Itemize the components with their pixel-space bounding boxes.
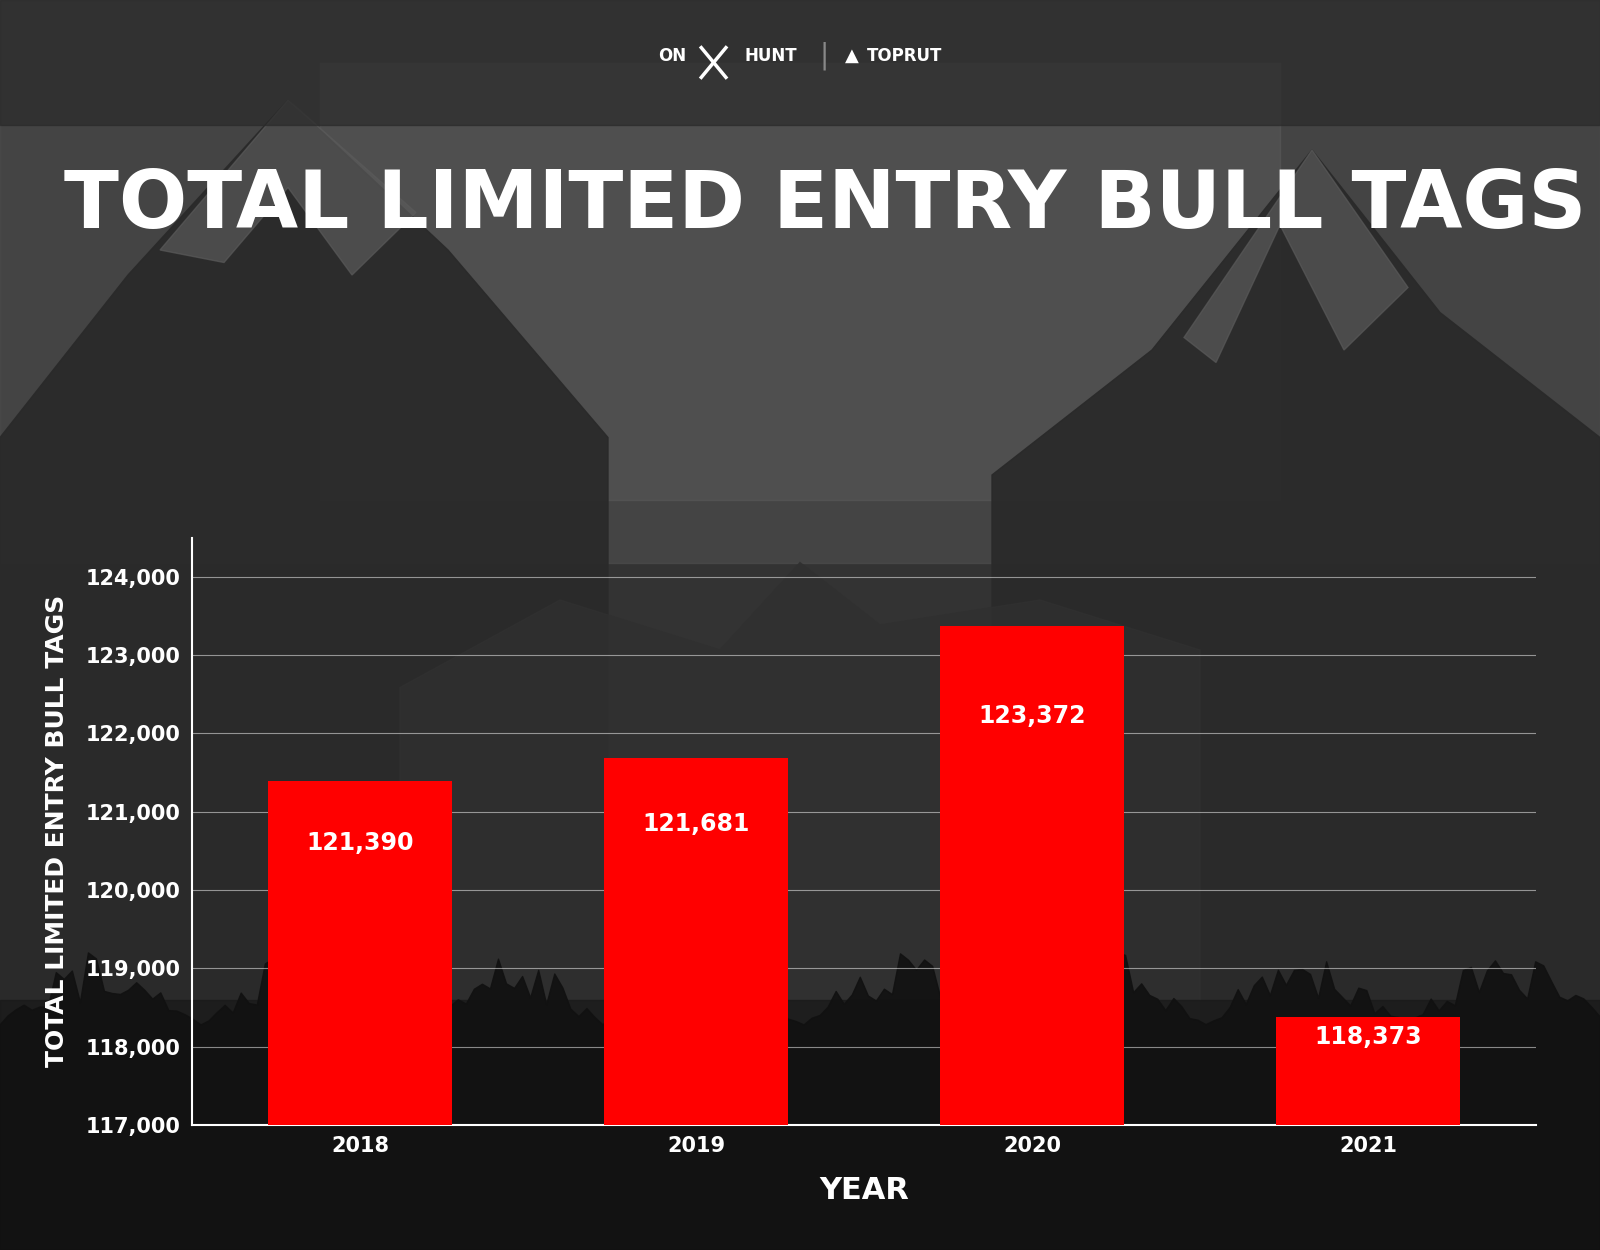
Bar: [1275, 1017, 1461, 1250]
Text: |: |: [819, 42, 829, 70]
Polygon shape: [160, 100, 416, 275]
Text: TOTAL LIMITED ENTRY BULL TAGS BY YEAR: TOTAL LIMITED ENTRY BULL TAGS BY YEAR: [64, 168, 1600, 245]
Text: 123,372: 123,372: [978, 704, 1086, 727]
Y-axis label: TOTAL LIMITED ENTRY BULL TAGS: TOTAL LIMITED ENTRY BULL TAGS: [45, 595, 69, 1068]
Polygon shape: [400, 562, 1200, 1250]
Bar: [0, 1000, 1600, 1250]
Bar: [320, 62, 1280, 500]
Bar: [0, 0, 1600, 562]
Text: 121,681: 121,681: [642, 812, 750, 836]
Bar: [0, 0, 1600, 125]
Bar: [267, 781, 453, 1250]
Text: 118,373: 118,373: [1314, 1025, 1422, 1049]
Text: TOPRUT: TOPRUT: [867, 48, 942, 65]
Polygon shape: [1184, 150, 1408, 362]
Text: HUNT: HUNT: [744, 48, 797, 65]
Polygon shape: [992, 150, 1600, 1250]
Bar: [939, 626, 1125, 1250]
Text: ON: ON: [658, 48, 686, 65]
Bar: [603, 759, 789, 1250]
Text: ▲: ▲: [845, 48, 859, 65]
X-axis label: YEAR: YEAR: [819, 1175, 909, 1205]
Polygon shape: [0, 100, 608, 1250]
Text: 121,390: 121,390: [306, 831, 414, 855]
